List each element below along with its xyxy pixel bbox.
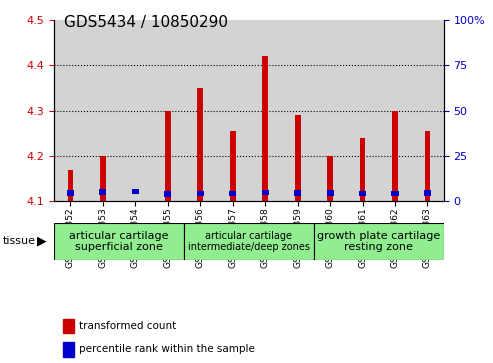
Bar bbox=[100, 156, 106, 201]
Bar bbox=[359, 191, 366, 196]
Text: growth plate cartilage
resting zone: growth plate cartilage resting zone bbox=[317, 231, 440, 252]
Bar bbox=[230, 131, 236, 201]
Bar bbox=[197, 191, 204, 196]
Bar bbox=[151, 20, 184, 201]
Bar bbox=[359, 138, 365, 201]
Bar bbox=[424, 131, 430, 201]
Text: ▶: ▶ bbox=[37, 234, 47, 247]
Bar bbox=[314, 20, 346, 201]
Text: articular cartilage
superficial zone: articular cartilage superficial zone bbox=[70, 231, 169, 252]
Bar bbox=[294, 190, 301, 196]
Bar bbox=[327, 156, 333, 201]
Bar bbox=[165, 111, 171, 201]
Text: percentile rank within the sample: percentile rank within the sample bbox=[79, 344, 255, 354]
Bar bbox=[392, 111, 398, 201]
Bar bbox=[63, 319, 74, 333]
Bar bbox=[87, 20, 119, 201]
Bar bbox=[391, 191, 398, 196]
Bar bbox=[100, 189, 106, 195]
Text: GDS5434 / 10850290: GDS5434 / 10850290 bbox=[64, 15, 228, 29]
Bar bbox=[54, 223, 184, 260]
Bar bbox=[132, 189, 139, 194]
Text: articular cartilage
intermediate/deep zones: articular cartilage intermediate/deep zo… bbox=[188, 231, 310, 252]
Bar bbox=[184, 223, 314, 260]
Bar bbox=[119, 20, 151, 201]
Bar bbox=[249, 20, 282, 201]
Bar bbox=[314, 223, 444, 260]
Bar bbox=[68, 170, 73, 201]
Bar bbox=[164, 191, 172, 197]
Bar bbox=[411, 20, 444, 201]
Bar bbox=[262, 56, 268, 201]
Bar bbox=[63, 342, 74, 356]
Bar bbox=[282, 20, 314, 201]
Bar bbox=[197, 88, 203, 201]
Bar bbox=[262, 189, 269, 195]
Bar bbox=[379, 20, 411, 201]
Bar bbox=[216, 20, 249, 201]
Bar bbox=[346, 20, 379, 201]
Bar bbox=[54, 20, 87, 201]
Text: tissue: tissue bbox=[2, 236, 35, 246]
Text: transformed count: transformed count bbox=[79, 321, 176, 331]
Bar bbox=[229, 191, 236, 196]
Bar bbox=[67, 190, 74, 196]
Bar bbox=[184, 20, 216, 201]
Bar bbox=[424, 190, 431, 196]
Bar bbox=[295, 115, 301, 201]
Bar bbox=[326, 190, 334, 196]
